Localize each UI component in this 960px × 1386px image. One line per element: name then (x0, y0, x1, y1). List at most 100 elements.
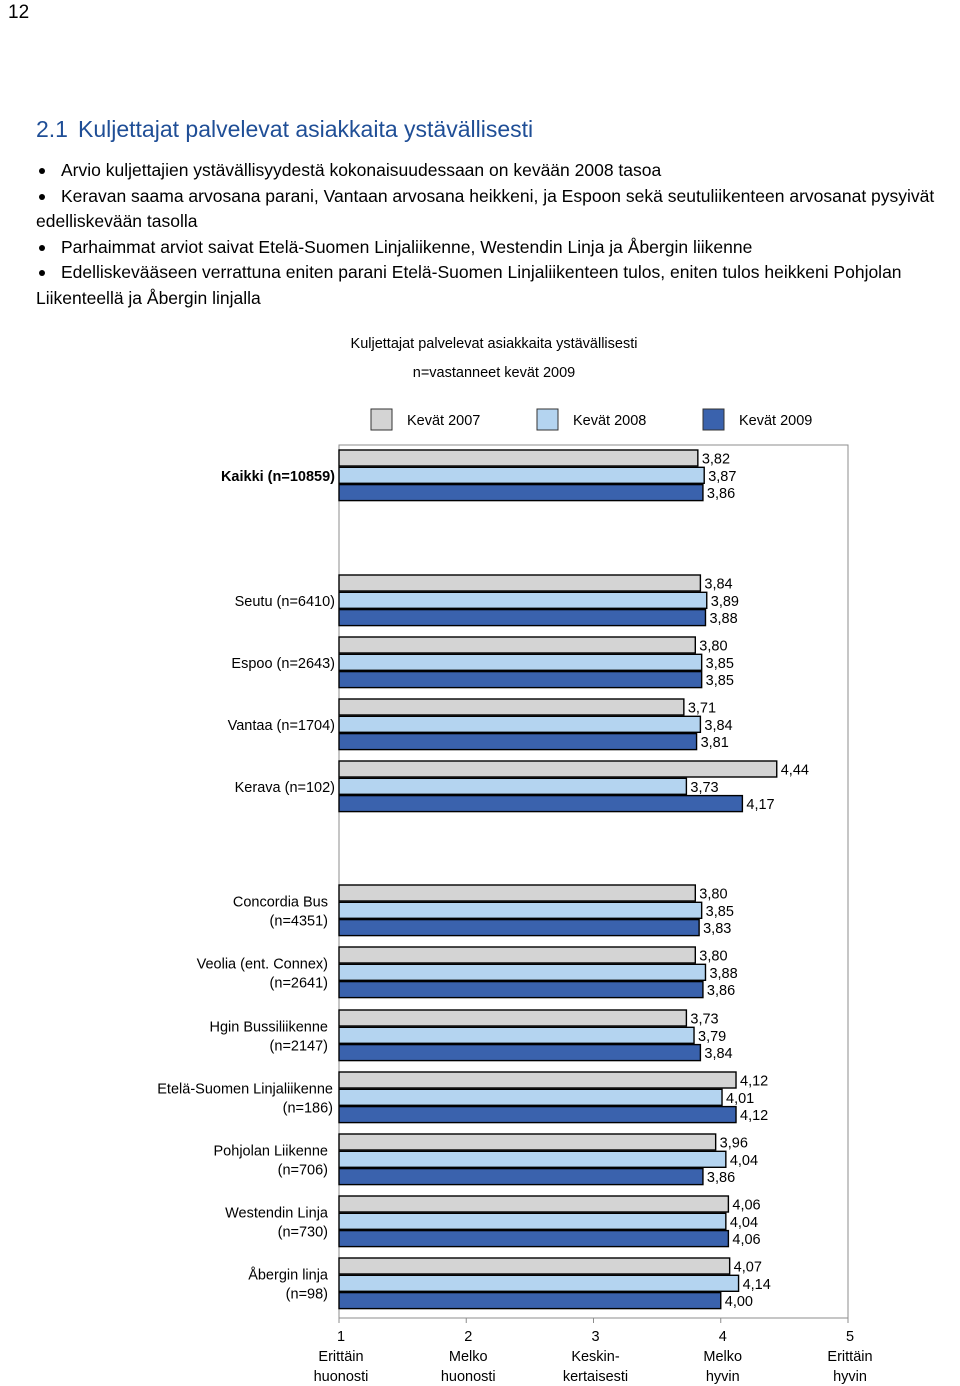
bar (338, 946, 696, 964)
bar-value-label: 3,82 (702, 452, 730, 468)
category-label: (n=4351) (270, 913, 328, 929)
category-label: Concordia Bus (233, 894, 328, 910)
category-label: (n=2147) (270, 1038, 328, 1054)
bar-value-label: 3,73 (690, 780, 718, 796)
legend-label: Kevät 2009 (739, 413, 812, 429)
bar-value-label: 4,44 (781, 763, 809, 779)
bar-value-label: 3,87 (708, 469, 736, 485)
bullet-item: Edelliskevääseen verrattuna eniten paran… (36, 262, 902, 308)
section-title: Kuljettajat palvelevat asiakkaita ystävä… (78, 116, 534, 142)
category-label: (n=186) (283, 1100, 333, 1116)
category-labels: Kaikki (n=10859) Seutu (n=6410) Espoo (n=2… (157, 469, 335, 1302)
bar (338, 1026, 695, 1045)
bar-value-label: 3,80 (699, 887, 727, 903)
bullet-item: Parhaimmat arviot saivat Etelä-Suomen Li… (36, 235, 941, 261)
bar-value-label: 4,12 (740, 1074, 768, 1090)
bar-value-label: 3,88 (709, 611, 737, 627)
bar (338, 608, 707, 627)
section-number: 2.1 (36, 116, 68, 142)
bar (338, 1167, 704, 1186)
category-label: (n=706) (278, 1162, 328, 1178)
bar-value-label: 3,86 (707, 983, 735, 999)
bar-value-label: 3,89 (711, 594, 739, 610)
bar-value-label: 4,12 (740, 1108, 768, 1124)
bar-value-label: 3,86 (707, 486, 735, 502)
x-tick-description: Keskin- (571, 1349, 620, 1365)
bar (338, 732, 698, 751)
category-label: Kaikki (n=10859) (221, 469, 335, 485)
bar-value-label: 3,81 (701, 735, 729, 751)
bar (338, 794, 744, 813)
bar-value-label: 3,84 (704, 718, 732, 734)
bar (338, 591, 708, 609)
chart-legend: Kevät 2007 Kevät 2008 Kevät 2009 (370, 408, 812, 431)
x-tick-label: 3 (591, 1329, 599, 1345)
bullet-dot-icon (39, 244, 45, 251)
legend-swatch (702, 408, 725, 431)
bar-value-label: 4,00 (725, 1294, 753, 1310)
category-label: Kerava (n=102) (235, 780, 335, 796)
bar-value-label: 3,80 (699, 639, 727, 655)
x-tick-description: hyvin (833, 1369, 867, 1385)
bullet-dot-icon (39, 193, 45, 200)
x-tick-description: Melko (449, 1349, 488, 1365)
bar (338, 1212, 727, 1231)
bar-value-label: 4,06 (732, 1232, 760, 1248)
bullet-dot-icon (39, 270, 45, 276)
legend-swatch (370, 408, 393, 431)
bar-value-label: 3,79 (698, 1029, 726, 1045)
bar (338, 1291, 722, 1310)
bar (338, 901, 703, 919)
category-label: (n=98) (286, 1286, 328, 1302)
bar-value-label: 4,04 (730, 1215, 758, 1231)
bar (338, 1133, 717, 1151)
bar (338, 449, 699, 467)
x-tick-description: Erittäin (827, 1349, 872, 1365)
x-tick-label: 5 (846, 1329, 854, 1345)
bar (338, 1229, 730, 1248)
chart-title: Kuljettajat palvelevat asiakkaita ystävä… (351, 336, 638, 352)
bar-value-label: 3,88 (709, 966, 737, 982)
legend-swatch (536, 408, 559, 431)
category-label: Etelä-Suomen Linjaliikenne (157, 1081, 333, 1097)
bullet-list: Arvio kuljettajien ystävällisyydestä kok… (36, 158, 941, 311)
bar (338, 670, 703, 689)
bar (338, 918, 700, 937)
bar-value-label: 4,07 (734, 1260, 762, 1276)
category-label: Vantaa (n=1704) (228, 718, 335, 734)
bar (338, 1257, 731, 1275)
bar (338, 715, 702, 733)
bar (338, 1088, 723, 1107)
bar-value-label: 3,85 (706, 904, 734, 920)
bar (338, 777, 688, 795)
x-tick-description: huonosti (314, 1369, 369, 1385)
bar (338, 483, 704, 502)
bar-value-label: 3,85 (706, 656, 734, 672)
bar (338, 1195, 730, 1213)
bar-value-label: 3,85 (706, 673, 734, 689)
bar-value-label: 4,06 (732, 1198, 760, 1214)
bar (338, 1009, 688, 1027)
bar (338, 1150, 727, 1169)
bar-value-label: 3,73 (690, 1012, 718, 1028)
chart-subtitle: n=vastanneet kevät 2009 (413, 365, 575, 381)
category-label: (n=2641) (270, 975, 328, 991)
x-tick-label: 4 (719, 1329, 727, 1345)
x-tick-label: 2 (464, 1329, 472, 1345)
bar-value-label: 3,83 (703, 921, 731, 937)
bar-value-label: 4,14 (743, 1277, 771, 1293)
category-label: Espoo (n=2643) (231, 656, 335, 672)
bullet-item: Arvio kuljettajien ystävällisyydestä kok… (36, 158, 941, 184)
bar (338, 574, 702, 592)
bullet-item: Keravan saama arvosana parani, Vantaan a… (36, 185, 935, 232)
bar (338, 760, 778, 778)
category-label: Åbergin linja (248, 1266, 329, 1283)
category-label: Westendin Linja (225, 1205, 329, 1221)
x-tick-description: kertaisesti (563, 1369, 628, 1385)
bar (338, 980, 704, 999)
legend-label: Kevät 2007 (407, 413, 480, 429)
bar (338, 1105, 737, 1124)
bar (338, 884, 696, 902)
x-tick-description: Melko (703, 1349, 742, 1365)
